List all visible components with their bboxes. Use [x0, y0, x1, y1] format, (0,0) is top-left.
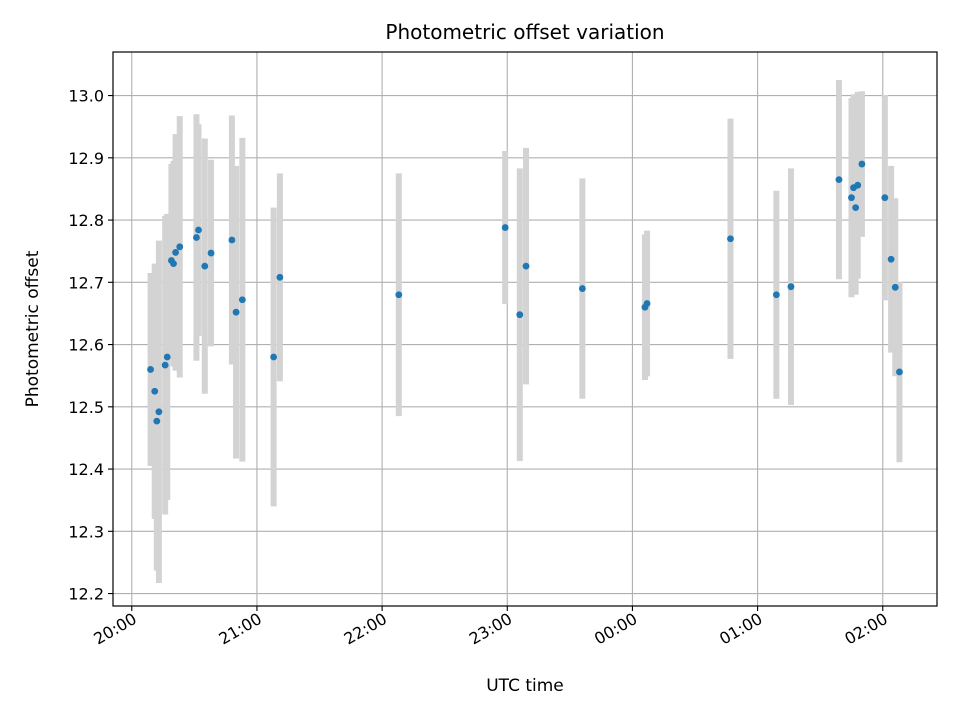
data-point — [896, 368, 903, 376]
data-point — [193, 234, 200, 241]
y-axis-title: Photometric offset — [23, 250, 43, 407]
y-tick-label: 12.7 — [68, 273, 104, 292]
data-point — [395, 291, 403, 299]
data-point — [772, 291, 780, 299]
data-point — [852, 204, 860, 212]
data-point — [854, 181, 862, 189]
x-axis-title: UTC time — [486, 676, 564, 696]
data-point — [787, 283, 795, 291]
data-point — [155, 408, 163, 416]
y-tick-label: 12.3 — [68, 522, 104, 541]
data-points — [147, 160, 903, 425]
chart-title: Photometric offset variation — [385, 20, 664, 44]
y-axis-ticks: 12.2 12.3 12.4 12.5 12.6 12.7 12.8 12.9 13.0 — [68, 87, 113, 604]
data-point — [176, 243, 184, 251]
data-point — [881, 194, 889, 202]
data-point — [522, 262, 530, 270]
data-point — [232, 308, 240, 316]
plot-area-frame — [112, 51, 938, 607]
data-point — [835, 176, 843, 184]
data-point — [153, 417, 161, 425]
data-point — [201, 262, 209, 270]
y-tick-label: 13.0 — [68, 87, 104, 106]
data-point — [151, 387, 159, 395]
data-point — [848, 194, 855, 202]
data-point — [516, 311, 524, 319]
y-tick-label: 12.4 — [68, 460, 104, 479]
y-tick-label: 12.9 — [68, 149, 104, 168]
data-point — [195, 226, 202, 234]
data-point — [727, 235, 734, 243]
data-point — [858, 160, 866, 168]
data-point — [270, 353, 278, 361]
data-point — [163, 353, 171, 361]
data-point — [276, 273, 284, 281]
y-tick-label: 12.2 — [68, 585, 104, 604]
data-point — [147, 366, 154, 373]
data-point — [172, 249, 179, 256]
data-point — [207, 249, 215, 257]
y-tick-label: 12.6 — [68, 336, 104, 355]
data-point — [501, 224, 509, 231]
data-point — [643, 300, 651, 307]
y-tick-label: 12.5 — [68, 398, 104, 417]
data-point — [228, 236, 236, 244]
data-point — [161, 361, 169, 369]
data-point — [170, 260, 177, 268]
data-point — [238, 296, 246, 304]
data-point — [891, 283, 899, 291]
y-tick-label: 12.8 — [68, 211, 104, 230]
data-point — [887, 255, 895, 263]
data-point — [578, 285, 586, 292]
